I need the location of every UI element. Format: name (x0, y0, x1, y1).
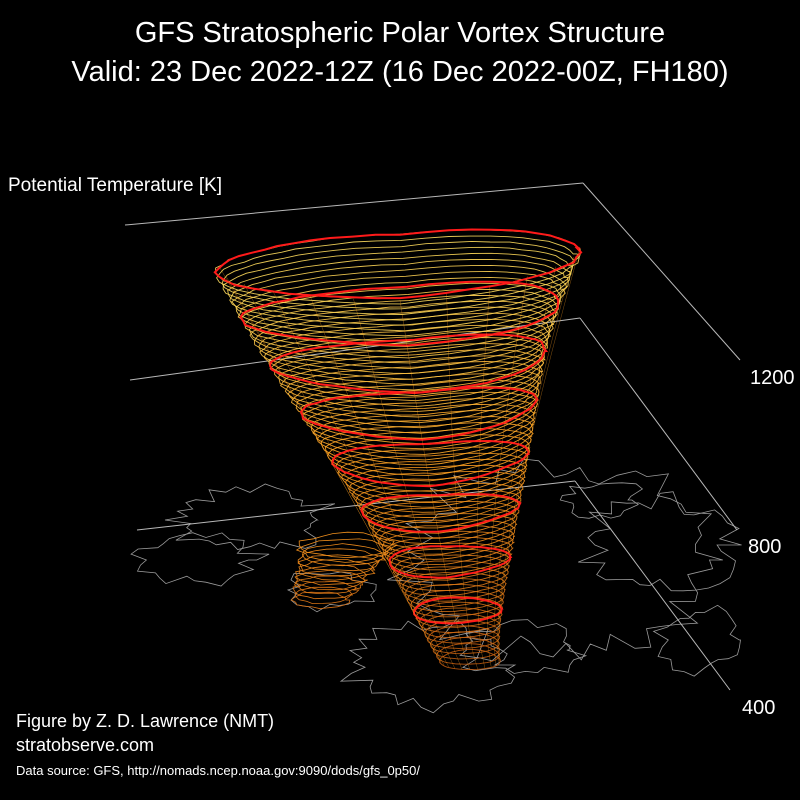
surface-strand (487, 276, 528, 668)
isentropic-contour (263, 324, 548, 385)
isentropic-contour (298, 531, 398, 559)
surface-strand (272, 290, 450, 668)
coastline (652, 604, 741, 677)
axis-edge (129, 317, 581, 381)
isentropic-contour (418, 607, 502, 633)
z-tick-label: 400 (742, 697, 776, 719)
figure-author: Figure by Z. D. Lawrence (NMT) (16, 711, 275, 731)
coastline (130, 532, 270, 587)
highlight-contour (269, 333, 549, 395)
isentropic-contour (374, 519, 516, 555)
isentropic-contour (297, 554, 380, 576)
coastline (387, 458, 723, 662)
surface-strand (219, 267, 441, 661)
isentropic-contour (306, 397, 537, 450)
isentropic-contour (359, 488, 522, 529)
isentropic-contour (290, 591, 351, 610)
z-axis-label: Potential Temperature [K] (8, 175, 223, 196)
isentropic-contour (368, 507, 518, 545)
isentropic-contour (293, 575, 364, 594)
highlight-contour (213, 228, 583, 300)
axis-edge (574, 480, 731, 691)
isentropic-contour (390, 548, 512, 581)
surface-strand (243, 283, 445, 666)
isentropic-contour (268, 330, 548, 391)
axis-frame (124, 182, 741, 691)
isentropic-contour (294, 569, 368, 591)
isentropic-contour (351, 476, 524, 518)
isentropic-contour (229, 258, 569, 326)
isentropic-contour (297, 548, 387, 572)
isentropic-contour (258, 312, 551, 375)
isentropic-contour (298, 559, 376, 581)
isentropic-contour (349, 470, 526, 513)
surface-strand (309, 295, 456, 669)
surface-strand (446, 293, 479, 670)
highlight-contour (239, 280, 560, 347)
isentropic-contour (259, 318, 551, 380)
isentropic-contour (345, 464, 526, 508)
isentropic-contour (235, 270, 566, 337)
isentropic-contour (381, 530, 516, 566)
isentropic-contour (237, 276, 562, 342)
axis-edge (582, 182, 741, 361)
surface-strand (353, 298, 463, 670)
figure-website: stratobserve.com (16, 735, 155, 755)
isentropic-contour (227, 252, 571, 321)
axis-edge (579, 317, 738, 531)
coastline (459, 619, 588, 674)
highlight-contour (331, 439, 530, 488)
isentropic-contour (387, 542, 513, 576)
isentropic-contour (436, 643, 500, 665)
axis-edge (136, 480, 576, 531)
isentropic-contour (424, 619, 501, 644)
coastline (559, 482, 644, 519)
isentropic-contour (222, 246, 573, 315)
isentropic-contour (295, 564, 369, 586)
coastline (286, 571, 377, 613)
z-tick-label: 800 (748, 536, 782, 558)
isentropic-contour (412, 595, 504, 623)
surface-strand (476, 285, 491, 669)
highlight-contour (360, 493, 522, 533)
isentropic-contour (292, 580, 360, 600)
isentropic-contour (310, 404, 536, 455)
isentropic-contour (421, 613, 502, 639)
coastline (164, 483, 336, 550)
isentropic-contour (439, 649, 502, 670)
isentropic-contour (301, 543, 387, 567)
isentropic-contour (316, 416, 533, 466)
surface-strand (496, 256, 575, 663)
surface-strand (399, 299, 471, 671)
coastline (578, 491, 742, 592)
chart-subtitle: Valid: 23 Dec 2022-12Z (16 Dec 2022-00Z,… (71, 56, 729, 88)
surface-strand (498, 247, 581, 661)
isentropic-contour (290, 373, 540, 429)
highlight-contour (299, 386, 539, 441)
map-coastlines (130, 458, 742, 714)
z-tick-label: 1200 (750, 367, 795, 389)
isentropic-contour (249, 301, 555, 364)
isentropic-contour (430, 631, 500, 655)
surface-strand (493, 266, 557, 666)
isentropic-contour (216, 235, 580, 305)
data-source: Data source: GFS, http://nomads.ncep.noa… (16, 763, 420, 778)
chart-title: GFS Stratospheric Polar Vortex Structure (134, 17, 666, 49)
isentropic-contour (406, 584, 505, 613)
vortex-isosurface (213, 228, 583, 671)
axis-edge (124, 182, 584, 226)
